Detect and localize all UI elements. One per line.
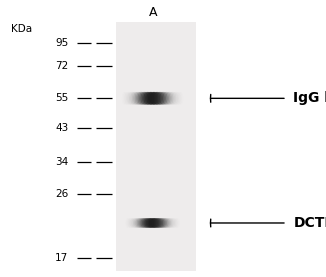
Ellipse shape xyxy=(133,92,138,105)
Ellipse shape xyxy=(139,92,144,105)
Text: 72: 72 xyxy=(55,61,68,71)
Ellipse shape xyxy=(161,92,166,105)
Ellipse shape xyxy=(129,92,134,105)
Ellipse shape xyxy=(169,92,173,105)
Ellipse shape xyxy=(155,218,159,228)
Ellipse shape xyxy=(142,218,146,228)
Ellipse shape xyxy=(156,218,160,228)
Text: 17: 17 xyxy=(55,253,68,263)
Ellipse shape xyxy=(164,92,169,105)
Ellipse shape xyxy=(163,218,167,228)
Ellipse shape xyxy=(136,218,140,228)
Ellipse shape xyxy=(147,218,151,228)
Ellipse shape xyxy=(145,218,149,228)
Ellipse shape xyxy=(168,218,172,228)
Text: 34: 34 xyxy=(55,157,68,167)
Text: 55: 55 xyxy=(55,93,68,103)
Ellipse shape xyxy=(160,92,164,105)
Ellipse shape xyxy=(166,92,170,105)
Ellipse shape xyxy=(132,92,137,105)
Ellipse shape xyxy=(157,218,162,228)
Ellipse shape xyxy=(142,92,147,105)
Ellipse shape xyxy=(137,218,141,228)
Ellipse shape xyxy=(171,92,176,105)
Ellipse shape xyxy=(163,92,167,105)
Ellipse shape xyxy=(143,218,148,228)
Text: IgG heavy chain: IgG heavy chain xyxy=(293,91,326,105)
Ellipse shape xyxy=(138,218,142,228)
Ellipse shape xyxy=(136,92,141,105)
Ellipse shape xyxy=(170,92,175,105)
Ellipse shape xyxy=(151,92,156,105)
Ellipse shape xyxy=(147,92,151,105)
Ellipse shape xyxy=(154,92,158,105)
Ellipse shape xyxy=(144,92,148,105)
Text: 43: 43 xyxy=(55,123,68,133)
Ellipse shape xyxy=(145,92,150,105)
Ellipse shape xyxy=(150,218,154,228)
Ellipse shape xyxy=(161,218,166,228)
Ellipse shape xyxy=(149,218,153,228)
Ellipse shape xyxy=(154,218,158,228)
Ellipse shape xyxy=(130,92,135,105)
Ellipse shape xyxy=(150,92,154,105)
Ellipse shape xyxy=(153,218,156,228)
Ellipse shape xyxy=(164,218,168,228)
Text: 95: 95 xyxy=(55,38,68,48)
Ellipse shape xyxy=(165,218,170,228)
Ellipse shape xyxy=(140,218,144,228)
Ellipse shape xyxy=(167,92,172,105)
Ellipse shape xyxy=(155,92,160,105)
Bar xyxy=(116,22,196,271)
Ellipse shape xyxy=(157,92,161,105)
Ellipse shape xyxy=(169,218,173,228)
Ellipse shape xyxy=(141,218,145,228)
Text: DCTN3: DCTN3 xyxy=(293,216,326,230)
Ellipse shape xyxy=(151,218,155,228)
Ellipse shape xyxy=(153,92,157,105)
Ellipse shape xyxy=(141,92,145,105)
Ellipse shape xyxy=(146,218,150,228)
Text: KDa: KDa xyxy=(11,24,33,34)
Ellipse shape xyxy=(158,92,163,105)
Ellipse shape xyxy=(132,218,136,228)
Text: A: A xyxy=(149,6,157,19)
Ellipse shape xyxy=(148,92,153,105)
Ellipse shape xyxy=(135,92,140,105)
Ellipse shape xyxy=(134,218,139,228)
Ellipse shape xyxy=(167,218,171,228)
Ellipse shape xyxy=(159,218,163,228)
Text: 26: 26 xyxy=(55,189,68,199)
Ellipse shape xyxy=(160,218,164,228)
Ellipse shape xyxy=(138,92,142,105)
Ellipse shape xyxy=(133,218,137,228)
